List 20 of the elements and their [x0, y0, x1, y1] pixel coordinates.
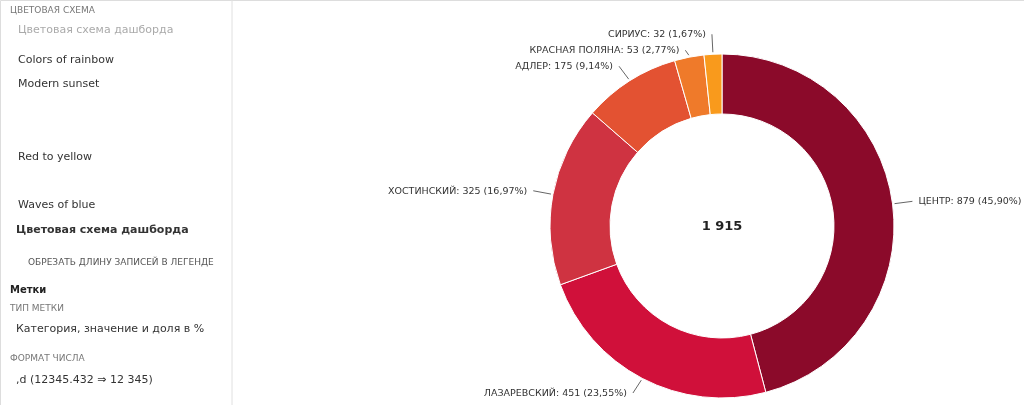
- text: Метки: [10, 284, 47, 295]
- text: ФОРМАТ ЧИСЛА: [10, 353, 86, 363]
- text: Цветовая схема дашборда: [16, 223, 189, 236]
- slice-label: ЛАЗАРЕВСКИЙ: 451 (23,55%): [483, 387, 627, 398]
- text: ЦВЕТОВАЯ СХЕМА: [10, 5, 96, 15]
- text: Waves of blue: [18, 198, 96, 211]
- slice-label: ХОСТИНСКИЙ: 325 (16,97%): [387, 184, 528, 196]
- slice-label: КРАСНАЯ ПОЛЯНА: 53 (2,77%): [529, 44, 680, 56]
- slice-label: АДЛЕР: 175 (9,14%): [515, 60, 614, 72]
- slice-label: СИРИУС: 32 (1,67%): [608, 28, 706, 40]
- text: Colors of rainbow: [18, 53, 115, 66]
- text: ОБРЕЗАТЬ ДЛИНУ ЗАПИСЕЙ В ЛЕГЕНДЕ: [28, 256, 214, 267]
- text: Modern sunset: [18, 77, 100, 90]
- text: Цветовая схема дашборда: [18, 23, 174, 36]
- text: 1 915: [701, 218, 743, 233]
- text: ,d (12345.432 ⇒ 12 345): [16, 373, 153, 386]
- slice-label: ЦЕНТР: 879 (45,90%): [918, 195, 1022, 207]
- text: Категория, значение и доля в %: [16, 322, 205, 335]
- text: ТИП МЕТКИ: [9, 303, 64, 313]
- text: Red to yellow: [18, 150, 93, 163]
